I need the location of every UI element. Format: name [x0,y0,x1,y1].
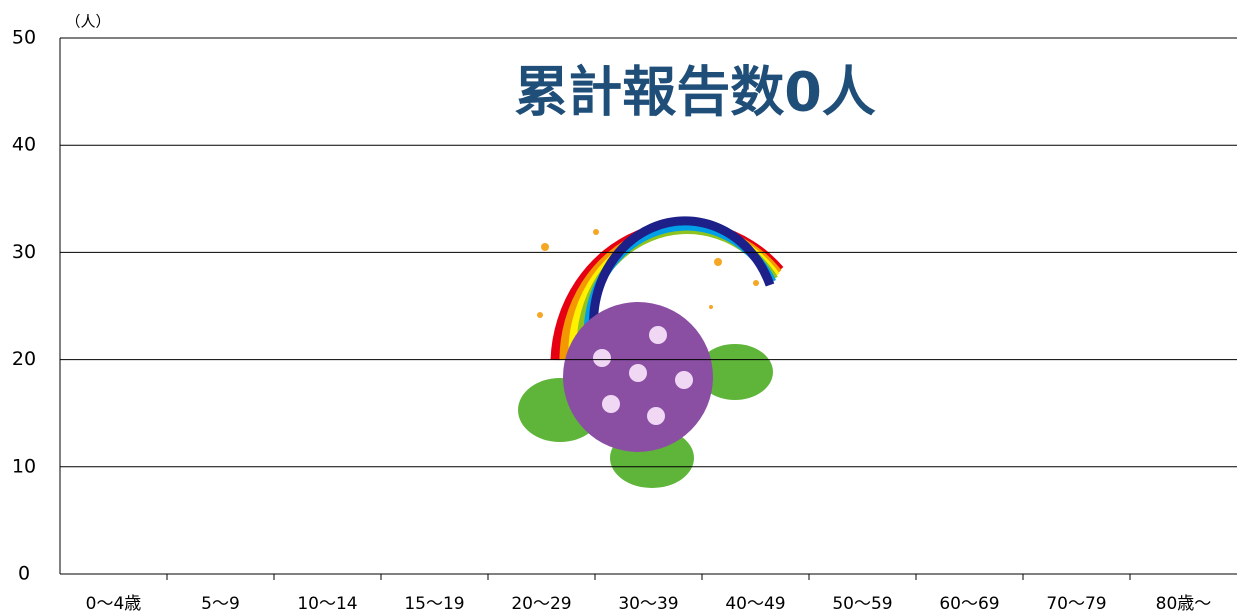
annotation: 累計報告数0人 [514,61,876,124]
x-tick-label: 15～19 [404,594,464,614]
x-tick-label: 70～79 [1046,594,1106,614]
x-tick-label: 40～49 [725,594,785,614]
y-tick-label: 20 [12,348,36,370]
y-tick-label: 40 [12,134,36,156]
y-tick-label: 50 [12,27,36,49]
y-tick-label: 10 [12,455,36,477]
illustration [518,221,780,488]
y-tick-label: 30 [12,241,36,263]
x-tick-label: 20～29 [511,594,571,614]
y-tick-label: 0 [18,563,30,585]
x-tick-label: 50～59 [832,594,892,614]
x-tick-label: 30～39 [618,594,678,614]
x-tick-label: 10～14 [297,594,357,614]
chart: （人） 累計報告数0人 0 10 20 30 40 50 0～4歳 5～9 10～14 15～19… [0,0,1237,615]
x-tick-label: 80歳～ [1156,594,1212,614]
x-tick-label: 5～9 [201,594,240,614]
y-unit-label: （人） [65,13,110,31]
x-tick-label: 60～69 [939,594,999,614]
x-tick-label: 0～4歳 [86,594,142,614]
